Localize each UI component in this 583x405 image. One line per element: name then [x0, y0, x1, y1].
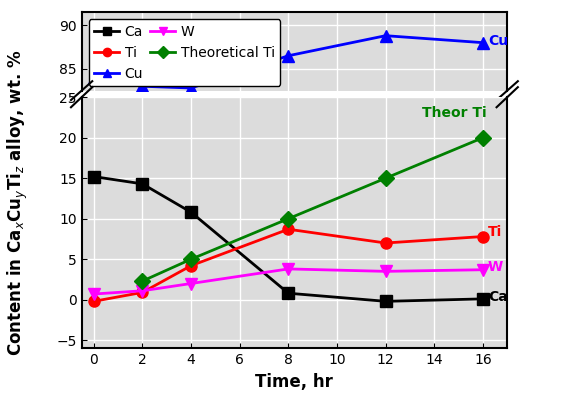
Legend: Ca, Ti, Cu, W, Theoretical Ti: Ca, Ti, Cu, W, Theoretical Ti — [89, 19, 280, 86]
Text: Ca: Ca — [488, 290, 508, 304]
X-axis label: Time, hr: Time, hr — [255, 373, 333, 391]
Text: Theor Ti: Theor Ti — [422, 107, 487, 120]
Text: Content in Ca$_x$Cu$_y$Ti$_z$ alloy, wt. %: Content in Ca$_x$Cu$_y$Ti$_z$ alloy, wt.… — [5, 49, 30, 356]
Text: Cu: Cu — [488, 34, 508, 48]
Text: Ti: Ti — [488, 225, 502, 239]
Text: W: W — [488, 260, 503, 274]
